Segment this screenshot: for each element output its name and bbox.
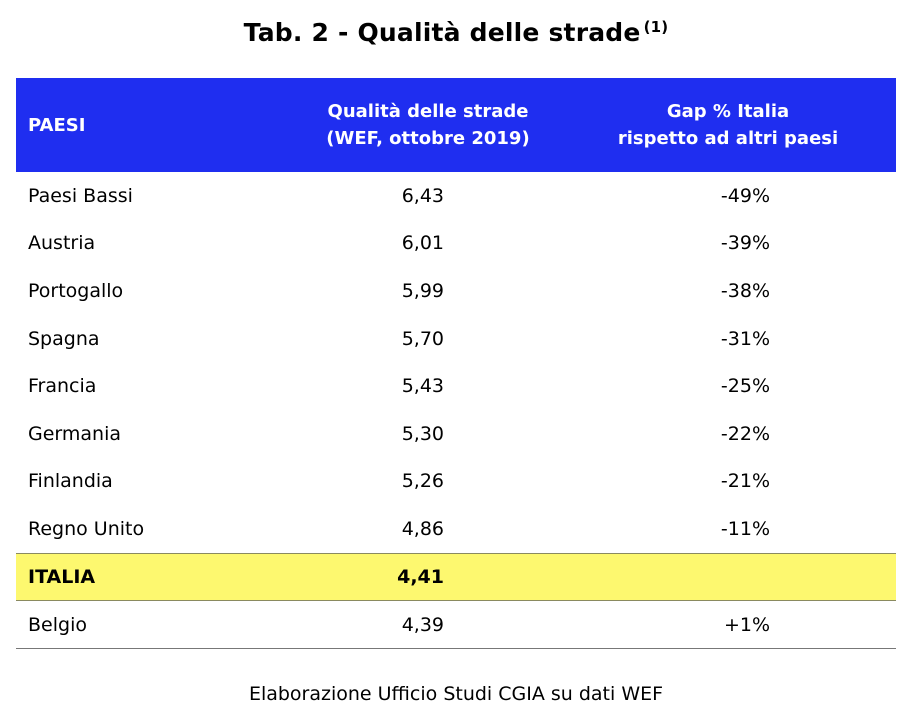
table-row: Austria 6,01 -39%: [16, 220, 896, 268]
header-paesi: PAESI: [28, 114, 86, 136]
header-qualita-line2: (WEF, ottobre 2019): [326, 128, 530, 149]
table-row: Regno Unito 4,86 -11%: [16, 505, 896, 553]
table-row: Portogallo 5,99 -38%: [16, 267, 896, 315]
cell-gap: -38%: [720, 279, 770, 302]
cell-gap: +1%: [723, 613, 770, 636]
table-row: Francia 5,43 -25%: [16, 362, 896, 410]
title-text: Tab. 2 - Qualità delle strade: [243, 18, 641, 47]
cell-paese: Portogallo: [28, 279, 124, 302]
bottom-rule: [16, 648, 896, 650]
cell-gap: -31%: [720, 327, 770, 350]
cell-paese: ITALIA: [28, 565, 96, 588]
cell-qualita: 5,43: [401, 375, 444, 398]
cell-paese: Finlandia: [28, 470, 113, 493]
cell-qualita: 4,39: [401, 613, 444, 636]
header-qualita-line1: Qualità delle strade: [327, 101, 529, 122]
cell-paese: Regno Unito: [28, 517, 145, 540]
table-row: Paesi Bassi 6,43 -49%: [16, 172, 896, 220]
cell-qualita: 5,99: [401, 279, 444, 302]
cell-paese: Francia: [28, 375, 97, 398]
cell-paese: Germania: [28, 422, 122, 445]
source-note: Elaborazione Ufficio Studi CGIA su dati …: [248, 683, 664, 705]
data-table: PAESI Qualità delle strade (WEF, ottobre…: [16, 78, 896, 650]
cell-gap: -25%: [720, 375, 770, 398]
table-row: Belgio 4,39 +1%: [16, 601, 896, 649]
cell-gap: -21%: [720, 470, 770, 493]
cell-qualita: 5,70: [401, 327, 444, 350]
table-row: Germania 5,30 -22%: [16, 410, 896, 458]
cell-paese: Paesi Bassi: [28, 184, 133, 207]
title-note: (1): [643, 18, 669, 36]
cell-paese: Belgio: [28, 613, 87, 636]
header-qualita: Qualità delle strade (WEF, ottobre 2019): [296, 98, 560, 152]
cell-qualita: 4,86: [401, 517, 444, 540]
header-gap: Gap % Italia rispetto ad altri paesi: [560, 98, 896, 152]
header-gap-line2: rispetto ad altri paesi: [617, 128, 839, 149]
cell-gap: -49%: [720, 184, 770, 207]
cell-qualita: 5,26: [401, 470, 444, 493]
table-row-italia: ITALIA 4,41: [16, 552, 896, 601]
cell-paese: Austria: [28, 232, 96, 255]
cell-gap: -22%: [720, 422, 770, 445]
cell-qualita: 6,01: [401, 232, 444, 255]
cell-qualita: 4,41: [397, 565, 444, 588]
table-row: Spagna 5,70 -31%: [16, 315, 896, 363]
cell-qualita: 6,43: [401, 184, 444, 207]
cell-gap: -11%: [720, 517, 770, 540]
table-header: PAESI Qualità delle strade (WEF, ottobre…: [16, 78, 896, 172]
table-row: Finlandia 5,26 -21%: [16, 458, 896, 506]
cell-qualita: 5,30: [401, 422, 444, 445]
cell-paese: Spagna: [28, 327, 100, 350]
page-title: Tab. 2 - Qualità delle strade (1): [0, 18, 912, 47]
header-gap-line1: Gap % Italia: [666, 101, 790, 122]
cell-gap: -39%: [720, 232, 770, 255]
